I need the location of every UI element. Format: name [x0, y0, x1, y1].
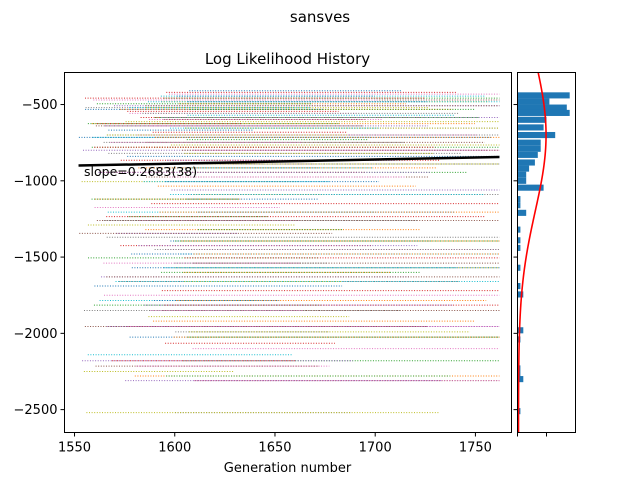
- histogram-bar: [517, 226, 521, 233]
- y-tick-label: −1500: [14, 251, 58, 266]
- histogram-bar: [517, 177, 527, 184]
- y-tick-label: −2500: [14, 403, 58, 418]
- y-axis-ticks: −500 −1000 −1500 −2000 −2500: [14, 98, 65, 418]
- x-tick-label: 1600: [158, 441, 191, 456]
- x-tick-label: 1750: [459, 441, 492, 456]
- x-axis-ticks: 1550 1600 1650 1700 1750: [58, 432, 492, 456]
- histogram-bar: [517, 139, 541, 146]
- y-tick-label: −2000: [14, 327, 58, 342]
- main-chart-title: Log Likelihood History: [205, 50, 370, 68]
- histogram-bar: [517, 184, 544, 191]
- histogram-bar: [517, 151, 538, 158]
- histogram-bar: [517, 98, 550, 105]
- histogram-bar: [517, 237, 521, 244]
- x-tick-label: 1650: [258, 441, 291, 456]
- histogram-ticks: [513, 104, 547, 437]
- histogram-bar: [517, 116, 547, 123]
- histogram-panel: [513, 72, 576, 437]
- histogram-bar: [517, 104, 567, 111]
- histogram-bar: [517, 145, 541, 152]
- histogram-bar: [517, 202, 521, 209]
- histogram-bar: [517, 159, 535, 166]
- trace-lines: [78, 90, 500, 414]
- histogram-bar: [517, 264, 521, 271]
- x-tick-label: 1700: [359, 441, 392, 456]
- histogram-bar: [517, 327, 524, 334]
- x-axis-label: Generation number: [224, 461, 352, 476]
- histogram-bar: [517, 196, 521, 203]
- density-curve: [517, 72, 547, 433]
- histogram-bar: [517, 244, 521, 251]
- main-plot-frame: [64, 72, 512, 433]
- histogram-bar: [517, 109, 570, 116]
- histogram-bar: [517, 171, 527, 178]
- fit-line: [78, 155, 500, 167]
- histogram-bar: [517, 92, 570, 99]
- figure-suptitle: sansves: [290, 8, 350, 26]
- y-tick-label: −500: [22, 98, 58, 113]
- histogram-bars: [517, 92, 570, 415]
- histogram-bar: [517, 376, 524, 383]
- main-plot-area: slope=0.2683(38) 1550 1600 1650 1700 1750 −5…: [14, 72, 512, 476]
- histogram-bar: [517, 291, 524, 298]
- histogram-bar: [517, 124, 544, 131]
- histogram-bar: [517, 283, 521, 290]
- histogram-bar: [517, 165, 530, 172]
- histogram-bar: [517, 209, 527, 216]
- slope-annotation: slope=0.2683(38): [84, 164, 197, 179]
- y-tick-label: −1000: [14, 174, 58, 189]
- x-tick-label: 1550: [58, 441, 91, 456]
- histogram-bar: [517, 131, 556, 139]
